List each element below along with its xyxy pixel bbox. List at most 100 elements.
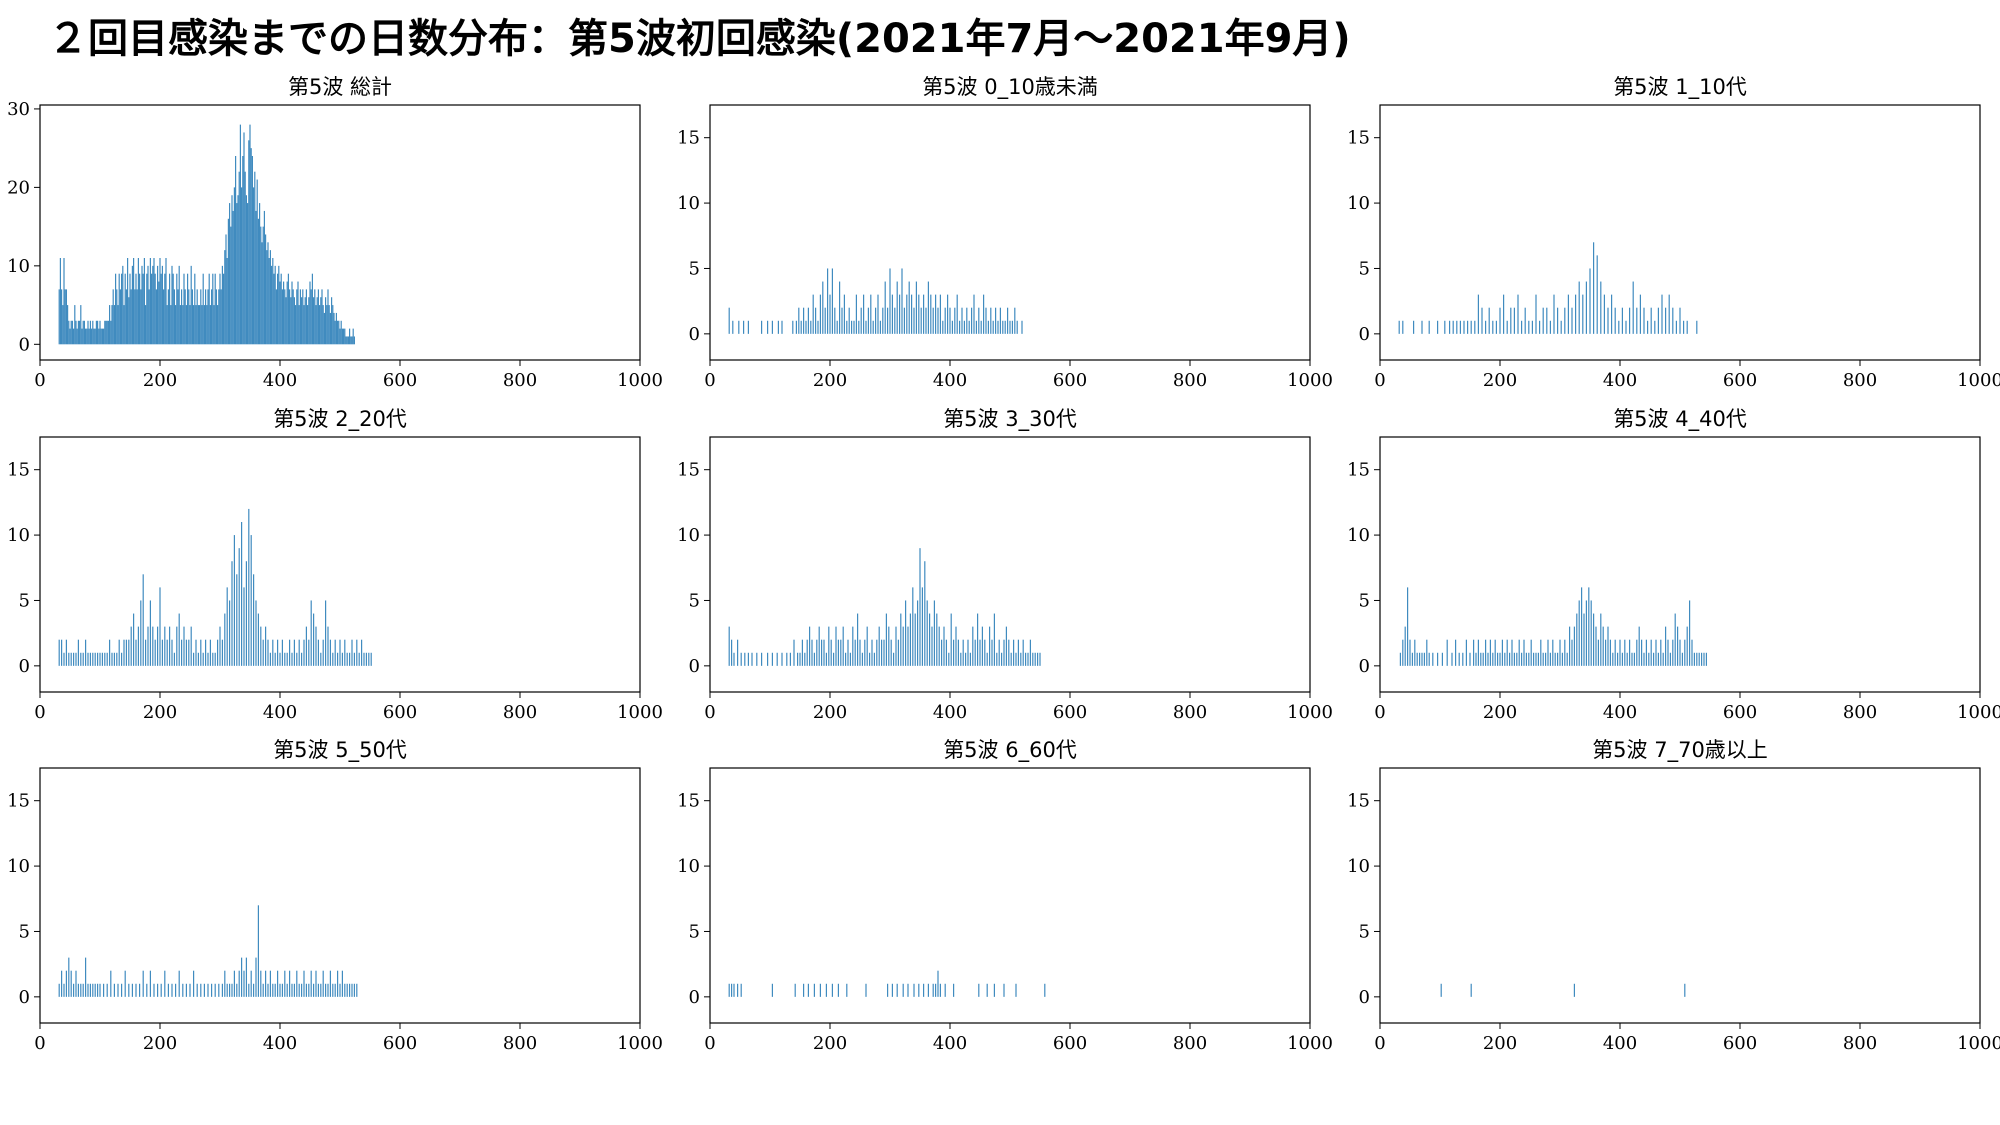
bar: [340, 320, 342, 345]
bar: [101, 328, 103, 345]
bar: [267, 639, 269, 666]
bar: [959, 320, 961, 334]
bar: [1559, 639, 1561, 666]
bar: [171, 983, 173, 997]
bar: [1575, 294, 1577, 334]
bar: [269, 970, 271, 997]
bar: [835, 626, 837, 666]
bar: [931, 626, 933, 666]
bar: [786, 652, 788, 666]
bar: [1521, 320, 1523, 334]
bar: [63, 652, 65, 666]
bar: [953, 639, 955, 666]
bar: [281, 289, 283, 345]
bar: [1516, 652, 1518, 666]
bar: [70, 970, 72, 997]
y-tick-label: 5: [689, 921, 700, 942]
x-tick-label: 200: [1483, 702, 1517, 723]
plot-area: 0 200 400 600 800 1000 0 5 10 15: [1347, 104, 2000, 391]
x-tick-label: 0: [1374, 1033, 1385, 1054]
bar: [1539, 320, 1541, 334]
bar: [865, 320, 867, 334]
bar: [1566, 652, 1568, 666]
bar: [841, 307, 843, 334]
bar: [95, 320, 97, 345]
bar: [751, 652, 753, 666]
bar: [1022, 639, 1024, 666]
bar: [133, 258, 135, 345]
bar: [1020, 652, 1022, 666]
x-tick-label: 800: [1843, 1033, 1877, 1054]
bar: [155, 289, 157, 345]
bar: [254, 171, 256, 345]
bar: [795, 320, 797, 334]
bar: [867, 307, 869, 334]
bar: [255, 957, 257, 997]
bar: [896, 983, 898, 997]
bar: [233, 535, 235, 666]
bar: [317, 983, 319, 997]
bar: [353, 652, 355, 666]
bar: [1612, 652, 1614, 666]
bar: [305, 289, 307, 345]
plot-area: 0 200 400 600 800 1000 0 5 10 15: [7, 767, 663, 1054]
bar: [107, 320, 109, 345]
bar: [1037, 652, 1039, 666]
bar: [985, 307, 987, 334]
bar: [1509, 652, 1511, 666]
bar: [1404, 626, 1406, 666]
bar: [140, 600, 142, 666]
x-tick-label: 200: [813, 702, 847, 723]
bar: [956, 294, 958, 334]
bar: [82, 320, 84, 345]
bar: [74, 305, 76, 345]
bar: [1411, 652, 1413, 666]
bar: [733, 652, 735, 666]
bar: [927, 281, 929, 334]
bar: [1554, 652, 1556, 666]
bar: [1492, 320, 1494, 334]
bar: [1510, 307, 1512, 334]
bar: [63, 983, 65, 997]
bar: [215, 289, 217, 345]
bar: [238, 548, 240, 666]
axes-frame: [1379, 436, 1981, 693]
bar: [177, 289, 179, 345]
bar: [1677, 626, 1679, 666]
bar: [106, 320, 108, 345]
bar: [368, 652, 370, 666]
bar: [949, 307, 951, 334]
bar: [79, 320, 81, 345]
bar: [87, 652, 89, 666]
x-tick-label: 0: [34, 702, 45, 723]
bar: [268, 258, 270, 345]
bar: [92, 983, 94, 997]
bar: [803, 307, 805, 334]
bar: [121, 652, 123, 666]
x-tick-label: 800: [1173, 702, 1207, 723]
bar: [92, 320, 94, 345]
bar: [353, 336, 355, 345]
bar: [185, 983, 187, 997]
x-tick-label: 800: [503, 1033, 537, 1054]
bar: [231, 983, 233, 997]
bar: [208, 273, 210, 345]
bar: [799, 652, 801, 666]
bar: [217, 305, 219, 345]
y-tick-label: 15: [677, 128, 700, 149]
bar: [858, 320, 860, 334]
bar: [944, 983, 946, 997]
bar: [337, 320, 339, 345]
bar: [771, 652, 773, 666]
bar: [924, 561, 926, 666]
axes-frame: [39, 767, 641, 1024]
bar: [920, 307, 922, 334]
bar: [147, 626, 149, 666]
bar: [1432, 652, 1434, 666]
bar: [987, 320, 989, 334]
bar: [1463, 320, 1465, 334]
bar: [834, 307, 836, 334]
bar: [202, 652, 204, 666]
bar: [87, 983, 89, 997]
bar: [881, 639, 883, 666]
